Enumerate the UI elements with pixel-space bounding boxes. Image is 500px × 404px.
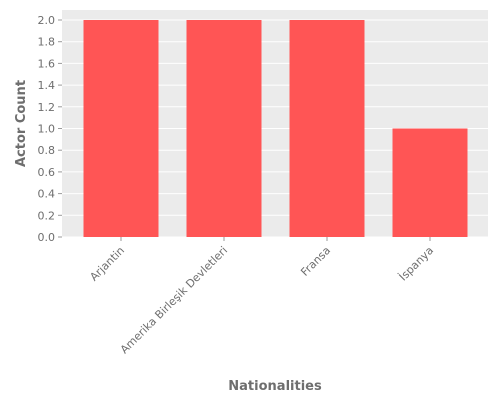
bar-3 [392, 128, 468, 237]
x-tick-label: Amerika Birleşik Devletleri [118, 244, 230, 356]
y-axis-ticks: 0.0 0.2 0.4 0.6 0.8 1.0 1.2 1.4 1.6 1.8 2.0 [38, 14, 62, 244]
bar-2 [289, 20, 365, 237]
y-tick-label: 0.8 [38, 144, 56, 157]
y-axis-title: Actor Count [14, 80, 29, 167]
bar-1 [186, 20, 262, 237]
y-tick-label: 1.6 [38, 57, 56, 70]
y-tick-label: 1.2 [38, 101, 56, 114]
y-tick-label: 1.0 [38, 123, 56, 136]
x-tick-label: Fransa [298, 244, 333, 279]
y-tick-label: 0.2 [38, 209, 56, 222]
y-tick-label: 0.6 [38, 166, 56, 179]
y-tick-label: 0.0 [38, 231, 56, 244]
bar-0 [83, 20, 159, 237]
x-tick-label: İspanya [397, 244, 437, 284]
x-axis-title: Nationalities [228, 379, 322, 394]
y-tick-label: 1.4 [38, 79, 56, 92]
y-tick-label: 2.0 [38, 14, 56, 27]
y-tick-label: 0.4 [38, 188, 56, 201]
bars [83, 20, 468, 237]
x-tick-label: Arjantin [87, 244, 127, 284]
y-tick-label: 1.8 [38, 36, 56, 49]
